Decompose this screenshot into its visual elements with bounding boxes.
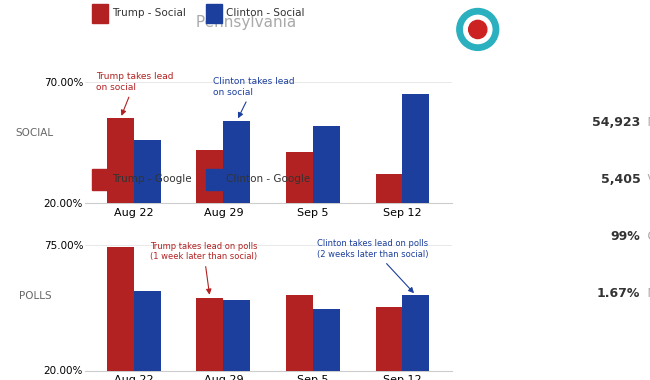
Text: Trump takes lead on polls
(1 week later than social): Trump takes lead on polls (1 week later … — [150, 242, 257, 294]
Bar — [205, 169, 222, 190]
Bar — [107, 247, 134, 380]
Text: 5,405: 5,405 — [601, 173, 640, 186]
Bar — [224, 300, 250, 380]
Bar — [107, 119, 134, 252]
Circle shape — [463, 15, 492, 44]
Text: Clinton takes lead on polls
(2 weeks later than social): Clinton takes lead on polls (2 weeks lat… — [317, 239, 429, 292]
Text: Margin of Error: Margin of Error — [640, 287, 650, 299]
Text: Trump - Social: Trump - Social — [112, 8, 186, 19]
Bar — [376, 174, 402, 252]
Text: Pennsylvania: Pennsylvania — [191, 15, 296, 30]
Bar — [402, 94, 430, 252]
Bar — [134, 140, 161, 252]
Text: SOCIAL: SOCIAL — [16, 128, 54, 138]
Text: Trump - Google: Trump - Google — [112, 174, 192, 184]
Bar — [196, 150, 224, 252]
Text: Clinton - Google: Clinton - Google — [226, 174, 310, 184]
Bar — [92, 169, 109, 190]
Bar — [92, 4, 109, 23]
Bar — [286, 152, 313, 252]
Text: 1.67%: 1.67% — [597, 287, 640, 299]
Bar — [286, 295, 313, 380]
Text: 54,923: 54,923 — [592, 116, 640, 129]
Bar — [313, 309, 340, 380]
Bar — [224, 121, 250, 252]
Text: 99%: 99% — [610, 230, 640, 243]
Circle shape — [457, 8, 499, 51]
Text: Trump takes lead
on social: Trump takes lead on social — [96, 72, 174, 115]
Circle shape — [469, 21, 487, 38]
Bar — [196, 298, 224, 380]
Bar — [402, 295, 430, 380]
Text: Clinton - Social: Clinton - Social — [226, 8, 304, 19]
Text: Trump vs Clinton: Trump vs Clinton — [14, 15, 185, 33]
Text: Mentions: Mentions — [640, 116, 650, 129]
Bar — [376, 307, 402, 380]
Text: by week: by week — [14, 48, 72, 61]
Text: Clinton takes lead
on social: Clinton takes lead on social — [213, 77, 294, 117]
Text: Confidence Interval: Confidence Interval — [640, 230, 650, 243]
Bar — [134, 291, 161, 380]
Bar — [205, 4, 222, 23]
Bar — [313, 126, 340, 252]
Text: BrandsEye: BrandsEye — [533, 22, 616, 36]
Text: POLLS: POLLS — [19, 291, 51, 301]
Text: Verified by Crowd: Verified by Crowd — [640, 173, 650, 186]
